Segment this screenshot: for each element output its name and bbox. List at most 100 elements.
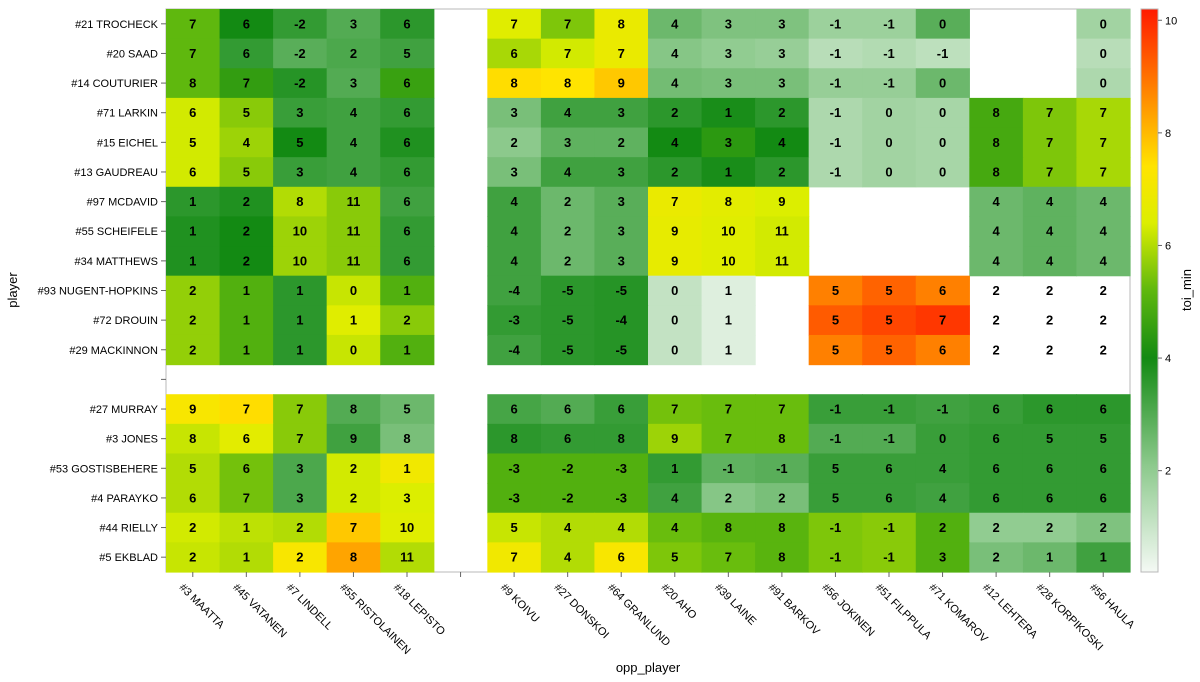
heatmap-cell [915, 38, 970, 69]
x-tick-label: #18 LEPISTO [391, 582, 448, 639]
heatmap-cell [969, 127, 1024, 158]
heatmap-cell [273, 453, 328, 484]
cell-label: 7 [1046, 164, 1053, 179]
cell-label: 2 [243, 224, 250, 239]
heatmap-cell [487, 423, 542, 455]
heatmap-cell [273, 542, 328, 573]
heatmap-cell [273, 334, 328, 366]
cell-label: 2 [564, 194, 571, 209]
cell-label: 7 [510, 550, 517, 565]
cell-label: 6 [510, 402, 517, 417]
heatmap-cell [1022, 186, 1078, 218]
heatmap-cell [487, 394, 542, 425]
cell-label: 2 [189, 550, 196, 565]
cell-label: 3 [296, 461, 303, 476]
heatmap-cell [219, 97, 274, 129]
cell-label: 4 [510, 224, 518, 239]
heatmap-cell [755, 542, 810, 573]
cell-label: -1 [937, 46, 949, 61]
heatmap-cell [755, 453, 810, 484]
heatmap-cell [219, 216, 274, 247]
cell-label: 7 [296, 402, 303, 417]
cell-label: 4 [1046, 194, 1054, 209]
cell-label: 6 [403, 164, 410, 179]
cell-label: 7 [1046, 105, 1053, 120]
heatmap-cell [273, 97, 328, 129]
x-tick-label: #12 LEHTERA [980, 582, 1040, 642]
cell-label: 1 [189, 194, 196, 209]
cell-label: 9 [671, 224, 678, 239]
heatmap-cell [540, 275, 596, 306]
heatmap-cell [701, 38, 756, 69]
heatmap-cell [701, 127, 756, 158]
cell-label: 7 [1100, 135, 1107, 150]
heatmap-cell [380, 453, 435, 484]
heatmap-cell [540, 423, 596, 455]
heatmap-cell [540, 394, 596, 425]
cell-label: -1 [830, 46, 842, 61]
heatmap-cell [326, 127, 381, 158]
heatmap-cell [862, 68, 917, 99]
cell-label: 2 [243, 253, 250, 268]
cell-label: 7 [1046, 135, 1053, 150]
heatmap-cell [969, 423, 1024, 455]
cell-label: 2 [939, 520, 946, 535]
heatmap-cell [326, 216, 381, 247]
heatmap-cell [1022, 394, 1078, 425]
cell-label: 2 [725, 490, 732, 505]
cell-label: 5 [832, 461, 839, 476]
heatmap-cell [915, 97, 970, 129]
heatmap-cell [594, 157, 649, 188]
heatmap-cell [755, 394, 810, 425]
heatmap-cell [1022, 542, 1078, 573]
cell-label: 6 [564, 431, 571, 446]
cell-label: 2 [189, 313, 196, 328]
heatmap-cell [1076, 97, 1131, 129]
cell-label: 3 [564, 135, 571, 150]
y-tick-label: #5 EKBLAD [99, 552, 158, 564]
heatmap-cell [1022, 127, 1078, 158]
heatmap-cell [166, 216, 221, 247]
heatmap-cell [755, 186, 810, 218]
cell-label: 8 [618, 16, 625, 31]
heatmap-cell [219, 512, 274, 543]
cell-label: 3 [350, 76, 357, 91]
y-tick-label: #3 JONES [106, 434, 158, 446]
cell-label: 3 [725, 16, 732, 31]
cell-label: -1 [830, 402, 842, 417]
cell-label: 4 [243, 135, 251, 150]
heatmap-cell [701, 483, 756, 514]
heatmap-cell [755, 38, 810, 69]
cell-label: -5 [562, 342, 574, 357]
cell-label: 4 [564, 105, 572, 120]
cell-label: 3 [778, 16, 785, 31]
cell-label: 6 [403, 253, 410, 268]
heatmap-cell [701, 453, 756, 484]
cell-label: -1 [830, 76, 842, 91]
heatmap-cell [540, 334, 596, 366]
heatmap-cell [219, 9, 274, 40]
heatmap-cell [380, 305, 435, 336]
cell-label: 10 [293, 224, 307, 239]
x-tick-label: #9 KOIVU [498, 582, 542, 626]
heatmap-cell [540, 246, 596, 277]
x-tick-label: #27 DONSKOI [552, 582, 611, 641]
cell-label: -3 [508, 490, 520, 505]
cell-label: 6 [403, 105, 410, 120]
cell-label: 7 [243, 490, 250, 505]
cell-label: 6 [885, 461, 892, 476]
x-tick-label: #45 VATANEN [230, 582, 289, 641]
cell-label: -5 [615, 342, 627, 357]
cell-label: 2 [1046, 520, 1053, 535]
heatmap-cell [808, 512, 863, 543]
cell-label: 8 [403, 431, 410, 446]
cell-label: 4 [1046, 253, 1054, 268]
heatmap-cell [166, 186, 221, 218]
cell-label: 3 [510, 164, 517, 179]
heatmap-cell [380, 275, 435, 306]
heatmap-cell [1076, 157, 1131, 188]
heatmap-cell [1022, 97, 1078, 129]
heatmap-cell [594, 38, 649, 69]
heatmap-cell [915, 512, 970, 543]
heatmap-cell [701, 512, 756, 543]
